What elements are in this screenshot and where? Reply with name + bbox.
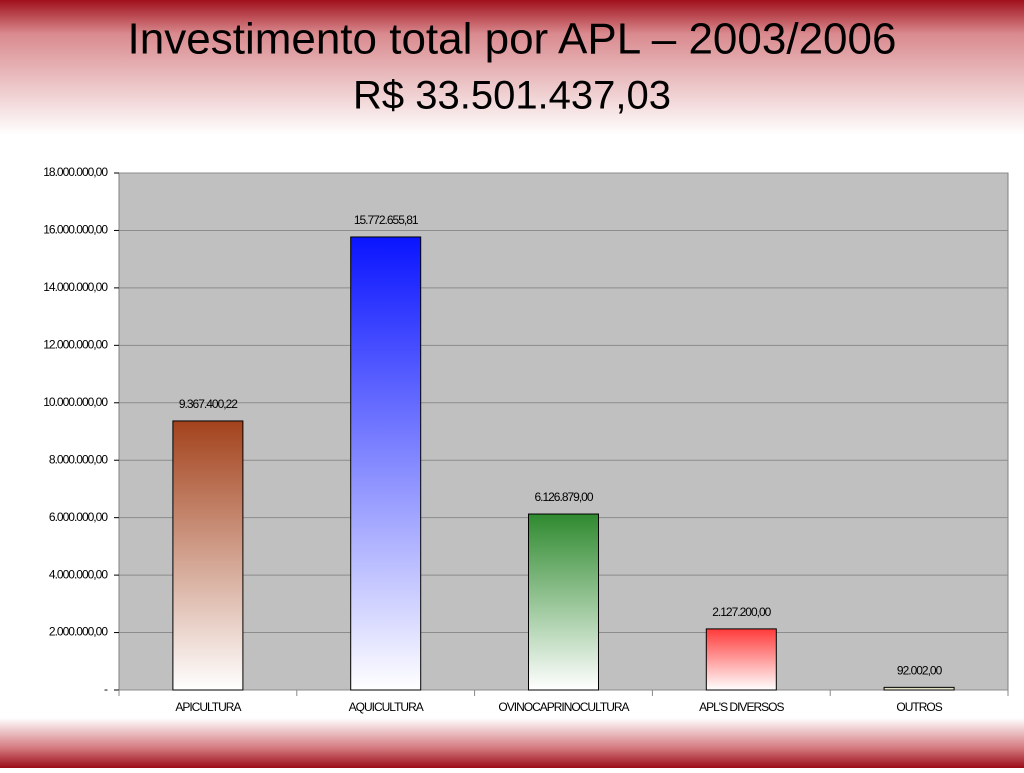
bar (350, 236, 422, 691)
value-label: 9.367.400,22 (179, 397, 238, 411)
y-tick-label: 12.000.000,00 (43, 338, 108, 352)
y-tick-label: 4.000.000,00 (49, 567, 108, 581)
bar (883, 686, 955, 691)
x-tick-label: APICULTURA (175, 700, 241, 714)
y-tick-label: 10.000.000,00 (43, 395, 108, 409)
chart-subtitle: R$ 33.501.437,03 (353, 74, 671, 118)
x-tick-label: OUTROS (896, 700, 942, 714)
x-tick-label: APL'S DIVERSOS (699, 700, 784, 714)
y-tick-label: 16.000.000,00 (43, 223, 108, 237)
value-label: 92.002,00 (897, 664, 943, 678)
bar (172, 420, 244, 691)
bar (528, 513, 599, 691)
y-tick-label: 18.000.000,00 (43, 165, 108, 179)
x-tick-label: OVINOCAPRINOCULTURA (498, 700, 629, 714)
chart-layer: - 2.000.000,00 4.000.000,00 6.000.000,00 8.0… (43, 165, 1009, 714)
value-label: 15.772.655,81 (354, 213, 419, 227)
y-tick-label: - (104, 682, 108, 696)
y-tick-label: 6.000.000,00 (49, 510, 108, 524)
y-tick-label: 2.000.000,00 (49, 625, 108, 639)
bottom-band (0, 718, 1024, 768)
chart-title: Investimento total por APL – 2003/2006 (128, 15, 897, 64)
top-band (0, 0, 1024, 135)
bar (705, 628, 777, 691)
value-label: 6.126.879,00 (534, 490, 593, 504)
value-label: 2.127.200,00 (712, 605, 771, 619)
y-tick-label: 8.000.000,00 (49, 452, 108, 466)
x-tick-label: AQUICULTURA (349, 700, 424, 714)
y-tick-label: 14.000.000,00 (43, 280, 108, 294)
